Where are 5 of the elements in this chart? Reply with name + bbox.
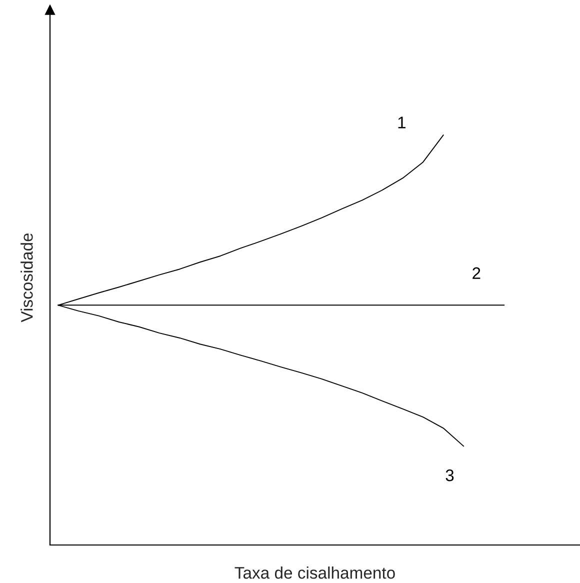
series-label: 2 bbox=[472, 267, 480, 279]
text: 1 bbox=[398, 116, 406, 128]
series-label: 3 bbox=[446, 469, 454, 482]
y-axis-title: Viscosidade bbox=[20, 233, 33, 322]
x-axis-title: Taxa de cisalhamento bbox=[234, 566, 395, 579]
